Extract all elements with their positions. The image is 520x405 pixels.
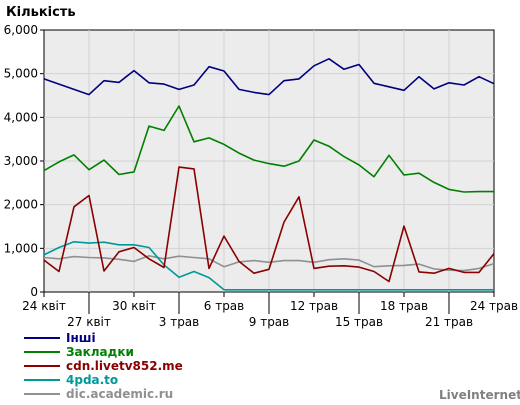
y-axis-ticks: 0 1,000 2,000 3,000 4,000 5,000 6,000	[4, 23, 44, 299]
y-tick-label: 3,000	[4, 154, 38, 168]
series-line	[43, 241, 494, 291]
series-line	[43, 57, 495, 96]
series-line	[43, 166, 495, 283]
legend-label: Інші	[66, 331, 96, 345]
x-tick-label: 21 трав	[425, 315, 473, 329]
x-tick-label: 6 трав	[204, 299, 244, 313]
x-tick-label: 12 трав	[290, 299, 338, 313]
x-tick-label: 9 трав	[249, 315, 289, 329]
brand-label: LiveInternet	[439, 388, 520, 402]
y-tick-label: 1,000	[4, 241, 38, 255]
legend-label: cdn.livetv852.me	[66, 359, 183, 373]
x-tick-label: 15 трав	[335, 315, 383, 329]
x-tick-label: 18 трав	[380, 299, 428, 313]
y-tick-label: 2,000	[4, 198, 38, 212]
x-tick-label: 3 трав	[159, 315, 199, 329]
legend: ІншіЗакладкиcdn.livetv852.me4pda.todic.a…	[24, 331, 183, 401]
x-tick-label: 30 квіт	[112, 299, 156, 313]
series-line	[43, 105, 494, 193]
y-axis-title: Кількість	[6, 5, 76, 20]
series-lines	[43, 57, 495, 291]
y-tick-label: 0	[30, 285, 38, 299]
x-tick-label: 27 квіт	[67, 315, 111, 329]
x-tick-label: 24 квіт	[22, 299, 66, 313]
y-tick-label: 4,000	[4, 110, 38, 124]
series-line	[43, 255, 495, 272]
y-tick-label: 6,000	[4, 23, 38, 37]
legend-label: Закладки	[66, 345, 134, 359]
x-tick-label: 24 трав	[470, 299, 518, 313]
legend-label: 4pda.to	[66, 373, 118, 387]
y-tick-label: 5,000	[4, 67, 38, 81]
legend-label: dic.academic.ru	[66, 387, 173, 401]
